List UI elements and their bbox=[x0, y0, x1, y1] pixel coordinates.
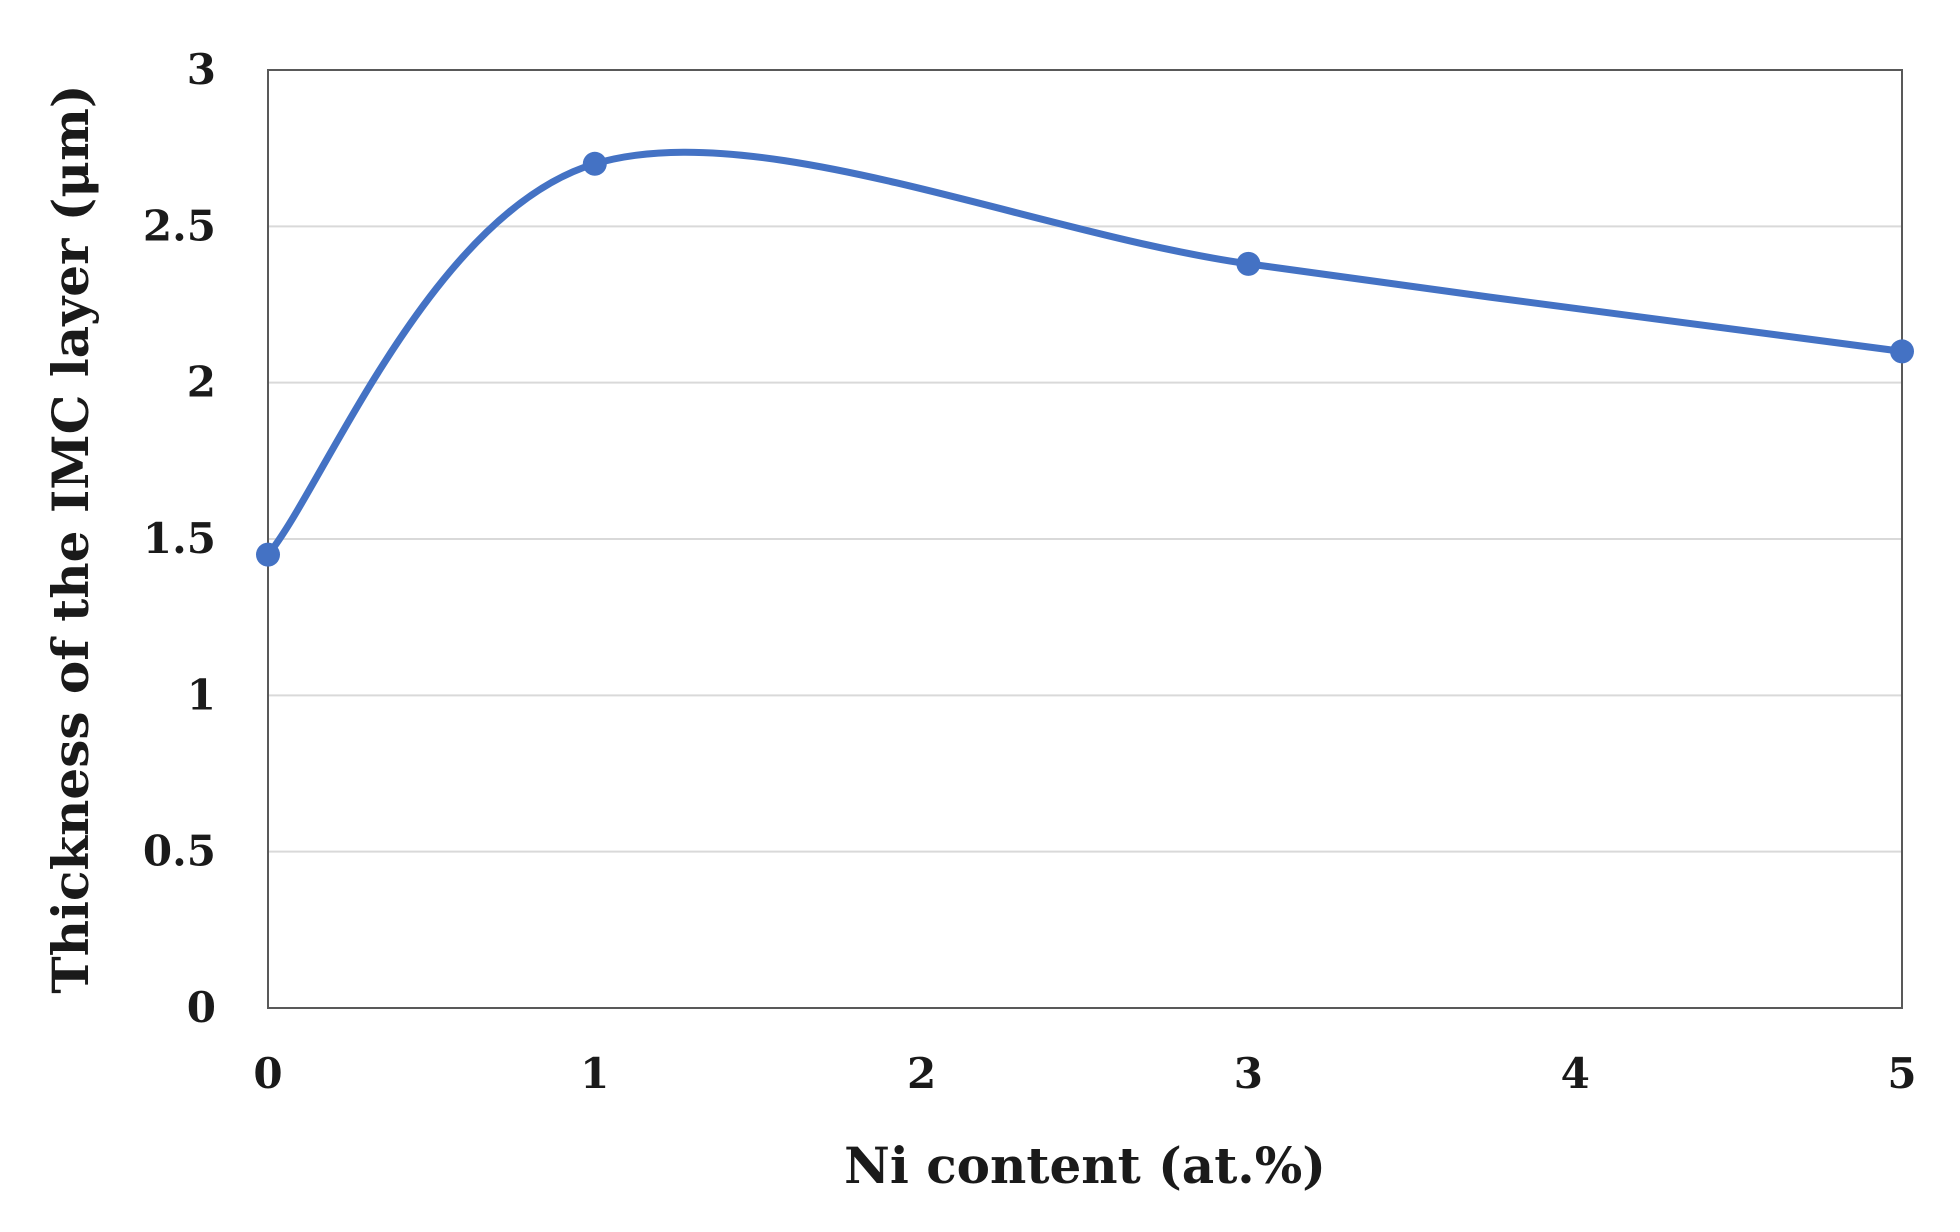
y-tick-label: 1.5 bbox=[143, 514, 216, 563]
data-point bbox=[256, 542, 280, 567]
data-point bbox=[1236, 251, 1261, 276]
y-tick-label: 2.5 bbox=[143, 201, 216, 250]
y-axis-title: Thickness of the IMC layer (μm) bbox=[41, 84, 100, 993]
gridlines bbox=[268, 225, 1902, 853]
data-point bbox=[1890, 339, 1914, 364]
series-layer bbox=[256, 148, 1914, 567]
y-tick-label: 1 bbox=[187, 670, 216, 719]
x-axis-title: Ni content (at.%) bbox=[844, 1136, 1326, 1195]
y-tick-label: 0.5 bbox=[143, 827, 216, 876]
x-axis-tick-labels: 0 1 2 3 4 5 bbox=[253, 1049, 1916, 1098]
y-axis-tick-labels: 0 0.5 1 1.5 2 2.5 3 bbox=[143, 45, 216, 1032]
data-point bbox=[582, 151, 607, 176]
y-tick-label: 2 bbox=[187, 358, 216, 407]
y-tick-label: 0 bbox=[187, 983, 216, 1032]
x-tick-label: 3 bbox=[1234, 1049, 1263, 1098]
x-tick-label: 4 bbox=[1561, 1049, 1590, 1098]
plot-area-frame bbox=[267, 69, 1903, 1009]
x-tick-label: 0 bbox=[253, 1049, 282, 1098]
x-tick-label: 1 bbox=[580, 1049, 609, 1098]
x-tick-label: 5 bbox=[1887, 1049, 1916, 1098]
series-line bbox=[264, 148, 1906, 559]
x-tick-label: 2 bbox=[907, 1049, 936, 1098]
y-tick-label: 3 bbox=[187, 45, 216, 94]
